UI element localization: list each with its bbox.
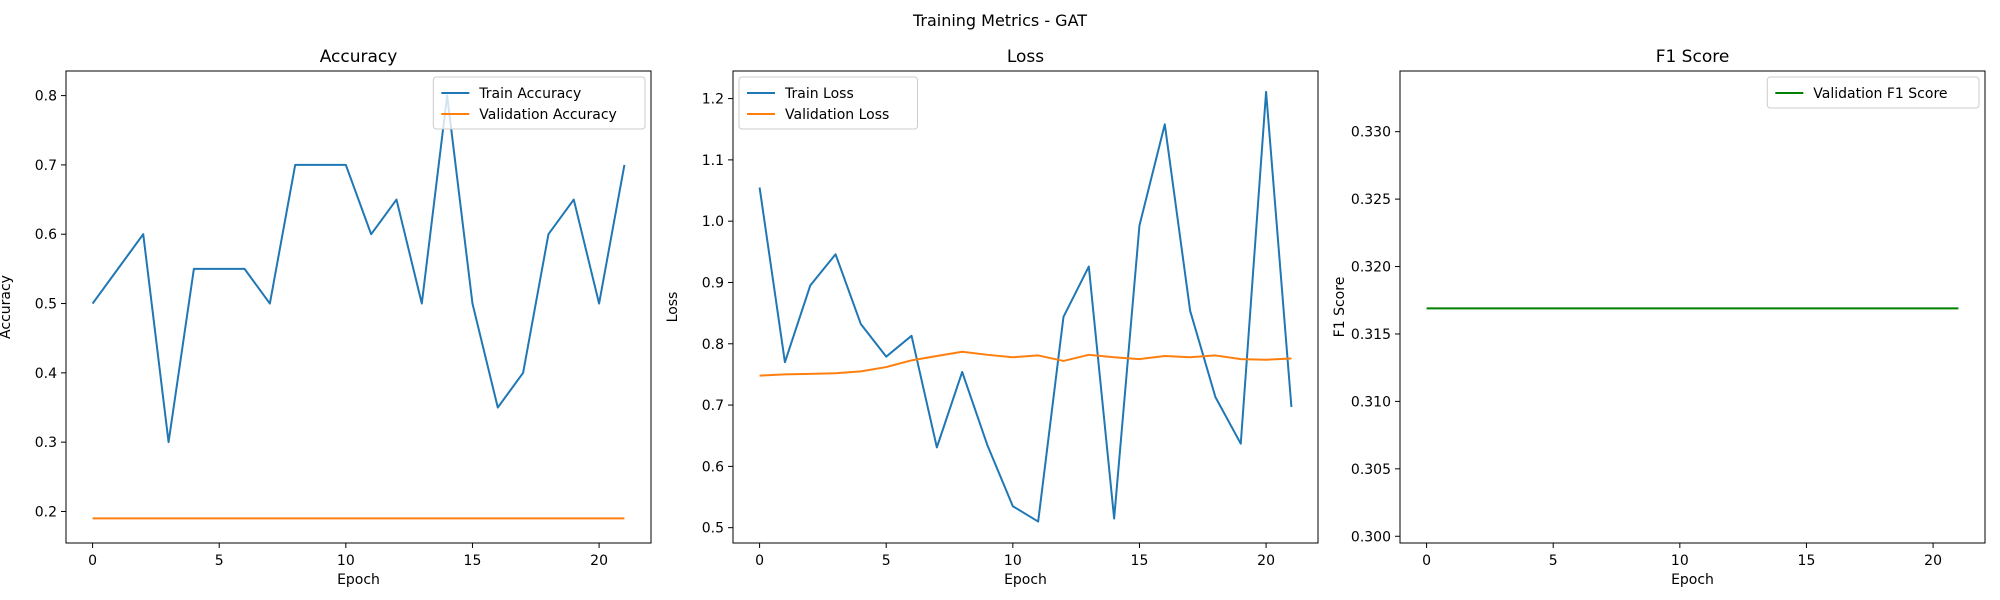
x-tick-label: 20 [1257, 553, 1275, 569]
x-tick-label: 10 [337, 553, 355, 569]
chart-title: Accuracy [320, 47, 398, 67]
x-tick-label: 0 [755, 553, 764, 569]
x-tick-label: 5 [882, 553, 891, 569]
legend: Validation F1 Score [1766, 76, 1980, 109]
y-tick-label: 0.8 [702, 337, 724, 353]
plot-frame [732, 70, 1319, 544]
y-tick-label: 0.7 [35, 158, 57, 174]
y-tick-label: 0.305 [1351, 462, 1391, 478]
x-tick-label: 5 [1549, 553, 1558, 569]
x-tick-label: 15 [464, 553, 482, 569]
chart-panel-2: Loss 0 5 10 15 20 0.5 0.6 0.7 0.8 0.9 1.0 1.1 1.2 Epoc… [665, 47, 1319, 588]
legend-label-1: Validation F1 Score [1813, 86, 1947, 102]
legend-label-1: Train Loss [784, 86, 854, 102]
legend-label-2: Validation Accuracy [479, 107, 617, 123]
legend-label-2: Validation Loss [785, 107, 889, 123]
x-tick-label: 20 [1924, 553, 1942, 569]
y-tick-label: 0.320 [1351, 260, 1391, 276]
legend-box [738, 76, 918, 130]
y-tick-label: 0.4 [35, 366, 57, 382]
legend: Train Accuracy Validation Accuracy [432, 76, 646, 130]
x-tick-label: 0 [88, 553, 97, 569]
y-tick-label: 0.6 [702, 459, 724, 475]
legend: Train Loss Validation Loss [738, 76, 918, 130]
chart-panel-3: F1 Score 0 5 10 15 20 0.300 0.305 0.310 0.315 0.32… [1332, 47, 1986, 588]
y-tick-label: 0.5 [35, 297, 57, 313]
legend-box [432, 76, 646, 130]
x-tick-label: 15 [1131, 553, 1149, 569]
chart-panels: Accuracy 0 5 10 15 20 0.2 0.3 0.4 0.5 0.6 0.7 0.8 Epo… [0, 47, 1986, 588]
y-tick-label: 0.300 [1351, 529, 1391, 545]
figure-suptitle: Training Metrics - GAT [912, 11, 1087, 30]
x-axis-label: Epoch [1671, 572, 1714, 588]
x-tick-label: 10 [1004, 553, 1022, 569]
y-tick-label: 0.2 [35, 504, 57, 520]
y-tick-label: 0.325 [1351, 192, 1391, 208]
y-tick-label: 0.310 [1351, 394, 1391, 410]
legend-box [1766, 76, 1980, 109]
chart-title: Loss [1007, 47, 1044, 67]
y-axis-label: Accuracy [0, 275, 14, 339]
x-tick-label: 15 [1798, 553, 1816, 569]
chart-panel-1: Accuracy 0 5 10 15 20 0.2 0.3 0.4 0.5 0.6 0.7 0.8 Epo… [0, 47, 652, 588]
y-tick-label: 0.330 [1351, 125, 1391, 141]
chart-title: F1 Score [1656, 47, 1730, 67]
y-tick-label: 0.8 [35, 89, 57, 105]
x-tick-label: 20 [590, 553, 608, 569]
x-tick-label: 0 [1422, 553, 1431, 569]
series-line-2 [759, 350, 1292, 377]
x-axis-label: Epoch [1004, 572, 1047, 588]
x-tick-label: 10 [1671, 553, 1689, 569]
y-tick-label: 1.1 [702, 153, 724, 169]
x-tick-label: 5 [215, 553, 224, 569]
y-tick-label: 0.5 [702, 521, 724, 537]
plot-frame [65, 70, 652, 544]
y-tick-label: 0.315 [1351, 327, 1391, 343]
y-axis-label: Loss [665, 292, 681, 323]
plot-frame [1399, 70, 1986, 544]
series-line-1 [91, 94, 626, 444]
y-tick-label: 0.9 [702, 275, 724, 291]
series-line-1 [758, 90, 1293, 523]
y-tick-label: 1.2 [702, 92, 724, 108]
y-tick-label: 0.7 [702, 398, 724, 414]
y-tick-label: 0.6 [35, 227, 57, 243]
x-axis-label: Epoch [337, 572, 380, 588]
legend-label-1: Train Accuracy [478, 86, 581, 102]
y-tick-label: 1.0 [702, 214, 724, 230]
y-axis-label: F1 Score [1332, 277, 1348, 338]
y-tick-label: 0.3 [35, 435, 57, 451]
